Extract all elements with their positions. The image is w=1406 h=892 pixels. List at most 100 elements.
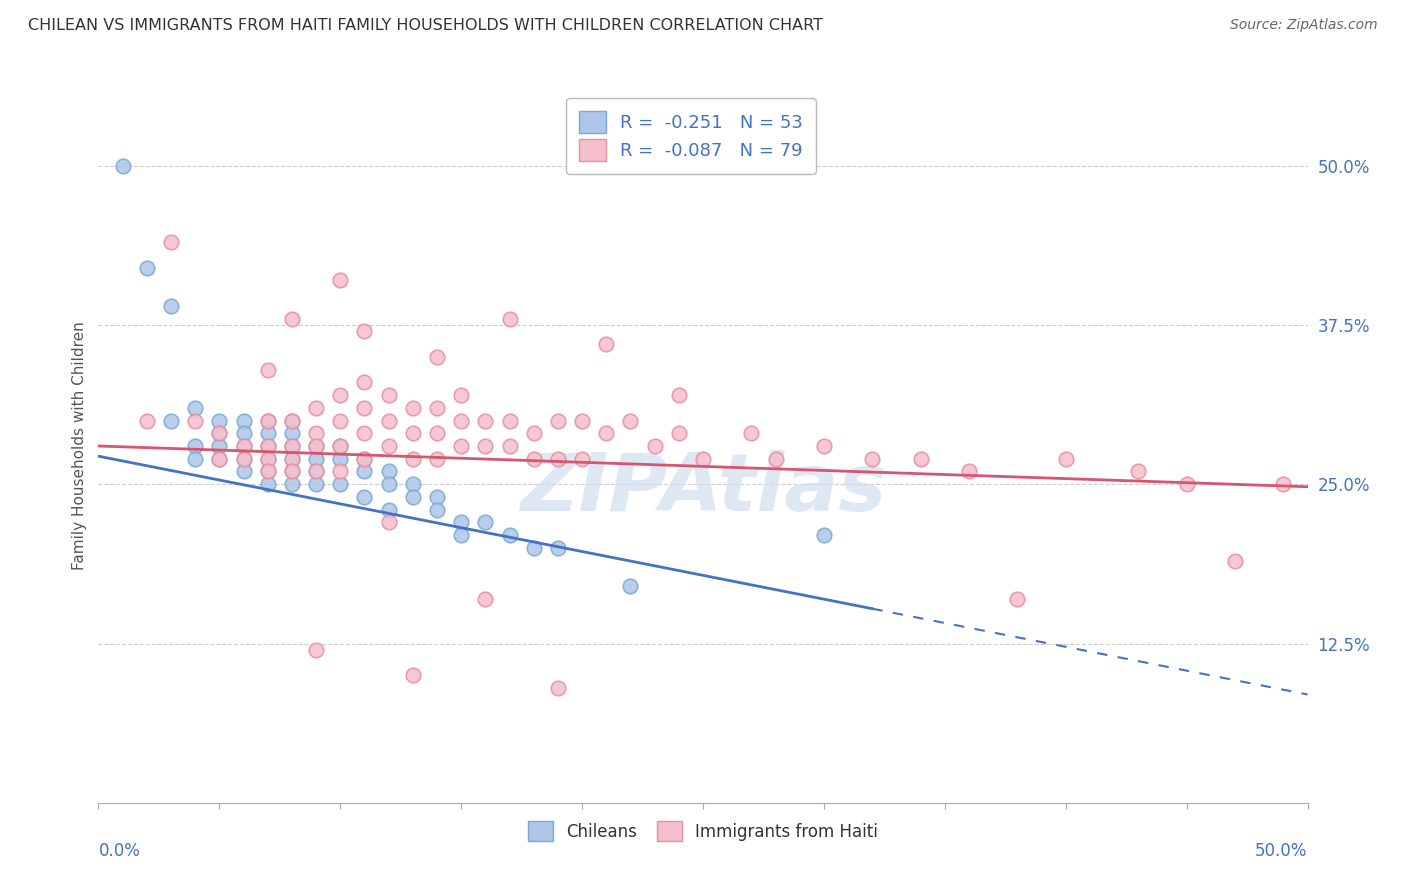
Text: CHILEAN VS IMMIGRANTS FROM HAITI FAMILY HOUSEHOLDS WITH CHILDREN CORRELATION CHA: CHILEAN VS IMMIGRANTS FROM HAITI FAMILY … bbox=[28, 18, 823, 33]
Point bbox=[547, 681, 569, 695]
Point bbox=[232, 451, 254, 466]
Point bbox=[329, 477, 352, 491]
Point bbox=[329, 465, 352, 479]
Point bbox=[256, 413, 278, 427]
Point bbox=[305, 451, 328, 466]
Point bbox=[256, 362, 278, 376]
Point bbox=[232, 413, 254, 427]
Point bbox=[402, 451, 425, 466]
Point bbox=[232, 451, 254, 466]
Point bbox=[450, 516, 472, 530]
Point bbox=[208, 426, 231, 441]
Point bbox=[1175, 477, 1198, 491]
Point bbox=[450, 413, 472, 427]
Point bbox=[232, 465, 254, 479]
Point bbox=[256, 439, 278, 453]
Point bbox=[208, 439, 231, 453]
Point bbox=[208, 451, 231, 466]
Point bbox=[256, 439, 278, 453]
Point bbox=[305, 401, 328, 415]
Point bbox=[135, 260, 157, 275]
Point bbox=[329, 439, 352, 453]
Point bbox=[305, 643, 328, 657]
Point bbox=[402, 401, 425, 415]
Point bbox=[353, 426, 375, 441]
Point bbox=[160, 299, 183, 313]
Point bbox=[450, 388, 472, 402]
Point bbox=[329, 413, 352, 427]
Point bbox=[281, 465, 304, 479]
Point bbox=[474, 413, 496, 427]
Y-axis label: Family Households with Children: Family Households with Children bbox=[72, 322, 87, 570]
Point bbox=[256, 465, 278, 479]
Point bbox=[281, 465, 304, 479]
Point bbox=[813, 528, 835, 542]
Point bbox=[377, 439, 399, 453]
Point bbox=[353, 376, 375, 390]
Point bbox=[208, 413, 231, 427]
Point bbox=[426, 350, 449, 364]
Point bbox=[305, 477, 328, 491]
Point bbox=[160, 413, 183, 427]
Point bbox=[256, 465, 278, 479]
Point bbox=[184, 439, 207, 453]
Point bbox=[860, 451, 883, 466]
Point bbox=[353, 490, 375, 504]
Point bbox=[1272, 477, 1295, 491]
Point bbox=[281, 413, 304, 427]
Point bbox=[426, 426, 449, 441]
Point bbox=[256, 413, 278, 427]
Point bbox=[813, 439, 835, 453]
Point bbox=[957, 465, 980, 479]
Point bbox=[426, 451, 449, 466]
Point bbox=[474, 439, 496, 453]
Point bbox=[474, 591, 496, 606]
Point bbox=[281, 311, 304, 326]
Point bbox=[426, 401, 449, 415]
Point bbox=[402, 477, 425, 491]
Point bbox=[281, 451, 304, 466]
Point bbox=[281, 451, 304, 466]
Point bbox=[402, 490, 425, 504]
Point bbox=[450, 439, 472, 453]
Point bbox=[668, 426, 690, 441]
Legend: Chileans, Immigrants from Haiti: Chileans, Immigrants from Haiti bbox=[522, 814, 884, 848]
Point bbox=[668, 388, 690, 402]
Point bbox=[353, 324, 375, 338]
Point bbox=[160, 235, 183, 249]
Point bbox=[377, 516, 399, 530]
Point bbox=[571, 451, 593, 466]
Point bbox=[765, 451, 787, 466]
Point bbox=[208, 451, 231, 466]
Text: Source: ZipAtlas.com: Source: ZipAtlas.com bbox=[1230, 18, 1378, 32]
Text: 50.0%: 50.0% bbox=[1256, 842, 1308, 860]
Point bbox=[232, 426, 254, 441]
Point bbox=[377, 413, 399, 427]
Point bbox=[426, 502, 449, 516]
Point bbox=[1054, 451, 1077, 466]
Point bbox=[377, 477, 399, 491]
Text: 0.0%: 0.0% bbox=[98, 842, 141, 860]
Point bbox=[1223, 554, 1246, 568]
Point bbox=[619, 579, 641, 593]
Point bbox=[402, 668, 425, 682]
Point bbox=[184, 451, 207, 466]
Point bbox=[523, 451, 546, 466]
Point bbox=[450, 528, 472, 542]
Point bbox=[232, 439, 254, 453]
Point bbox=[402, 426, 425, 441]
Point bbox=[281, 477, 304, 491]
Point bbox=[619, 413, 641, 427]
Point bbox=[281, 426, 304, 441]
Point bbox=[208, 426, 231, 441]
Point bbox=[281, 413, 304, 427]
Point bbox=[353, 451, 375, 466]
Point bbox=[305, 465, 328, 479]
Point bbox=[595, 426, 617, 441]
Point bbox=[547, 451, 569, 466]
Point bbox=[305, 426, 328, 441]
Point bbox=[256, 426, 278, 441]
Point bbox=[547, 541, 569, 555]
Point bbox=[523, 541, 546, 555]
Point bbox=[426, 490, 449, 504]
